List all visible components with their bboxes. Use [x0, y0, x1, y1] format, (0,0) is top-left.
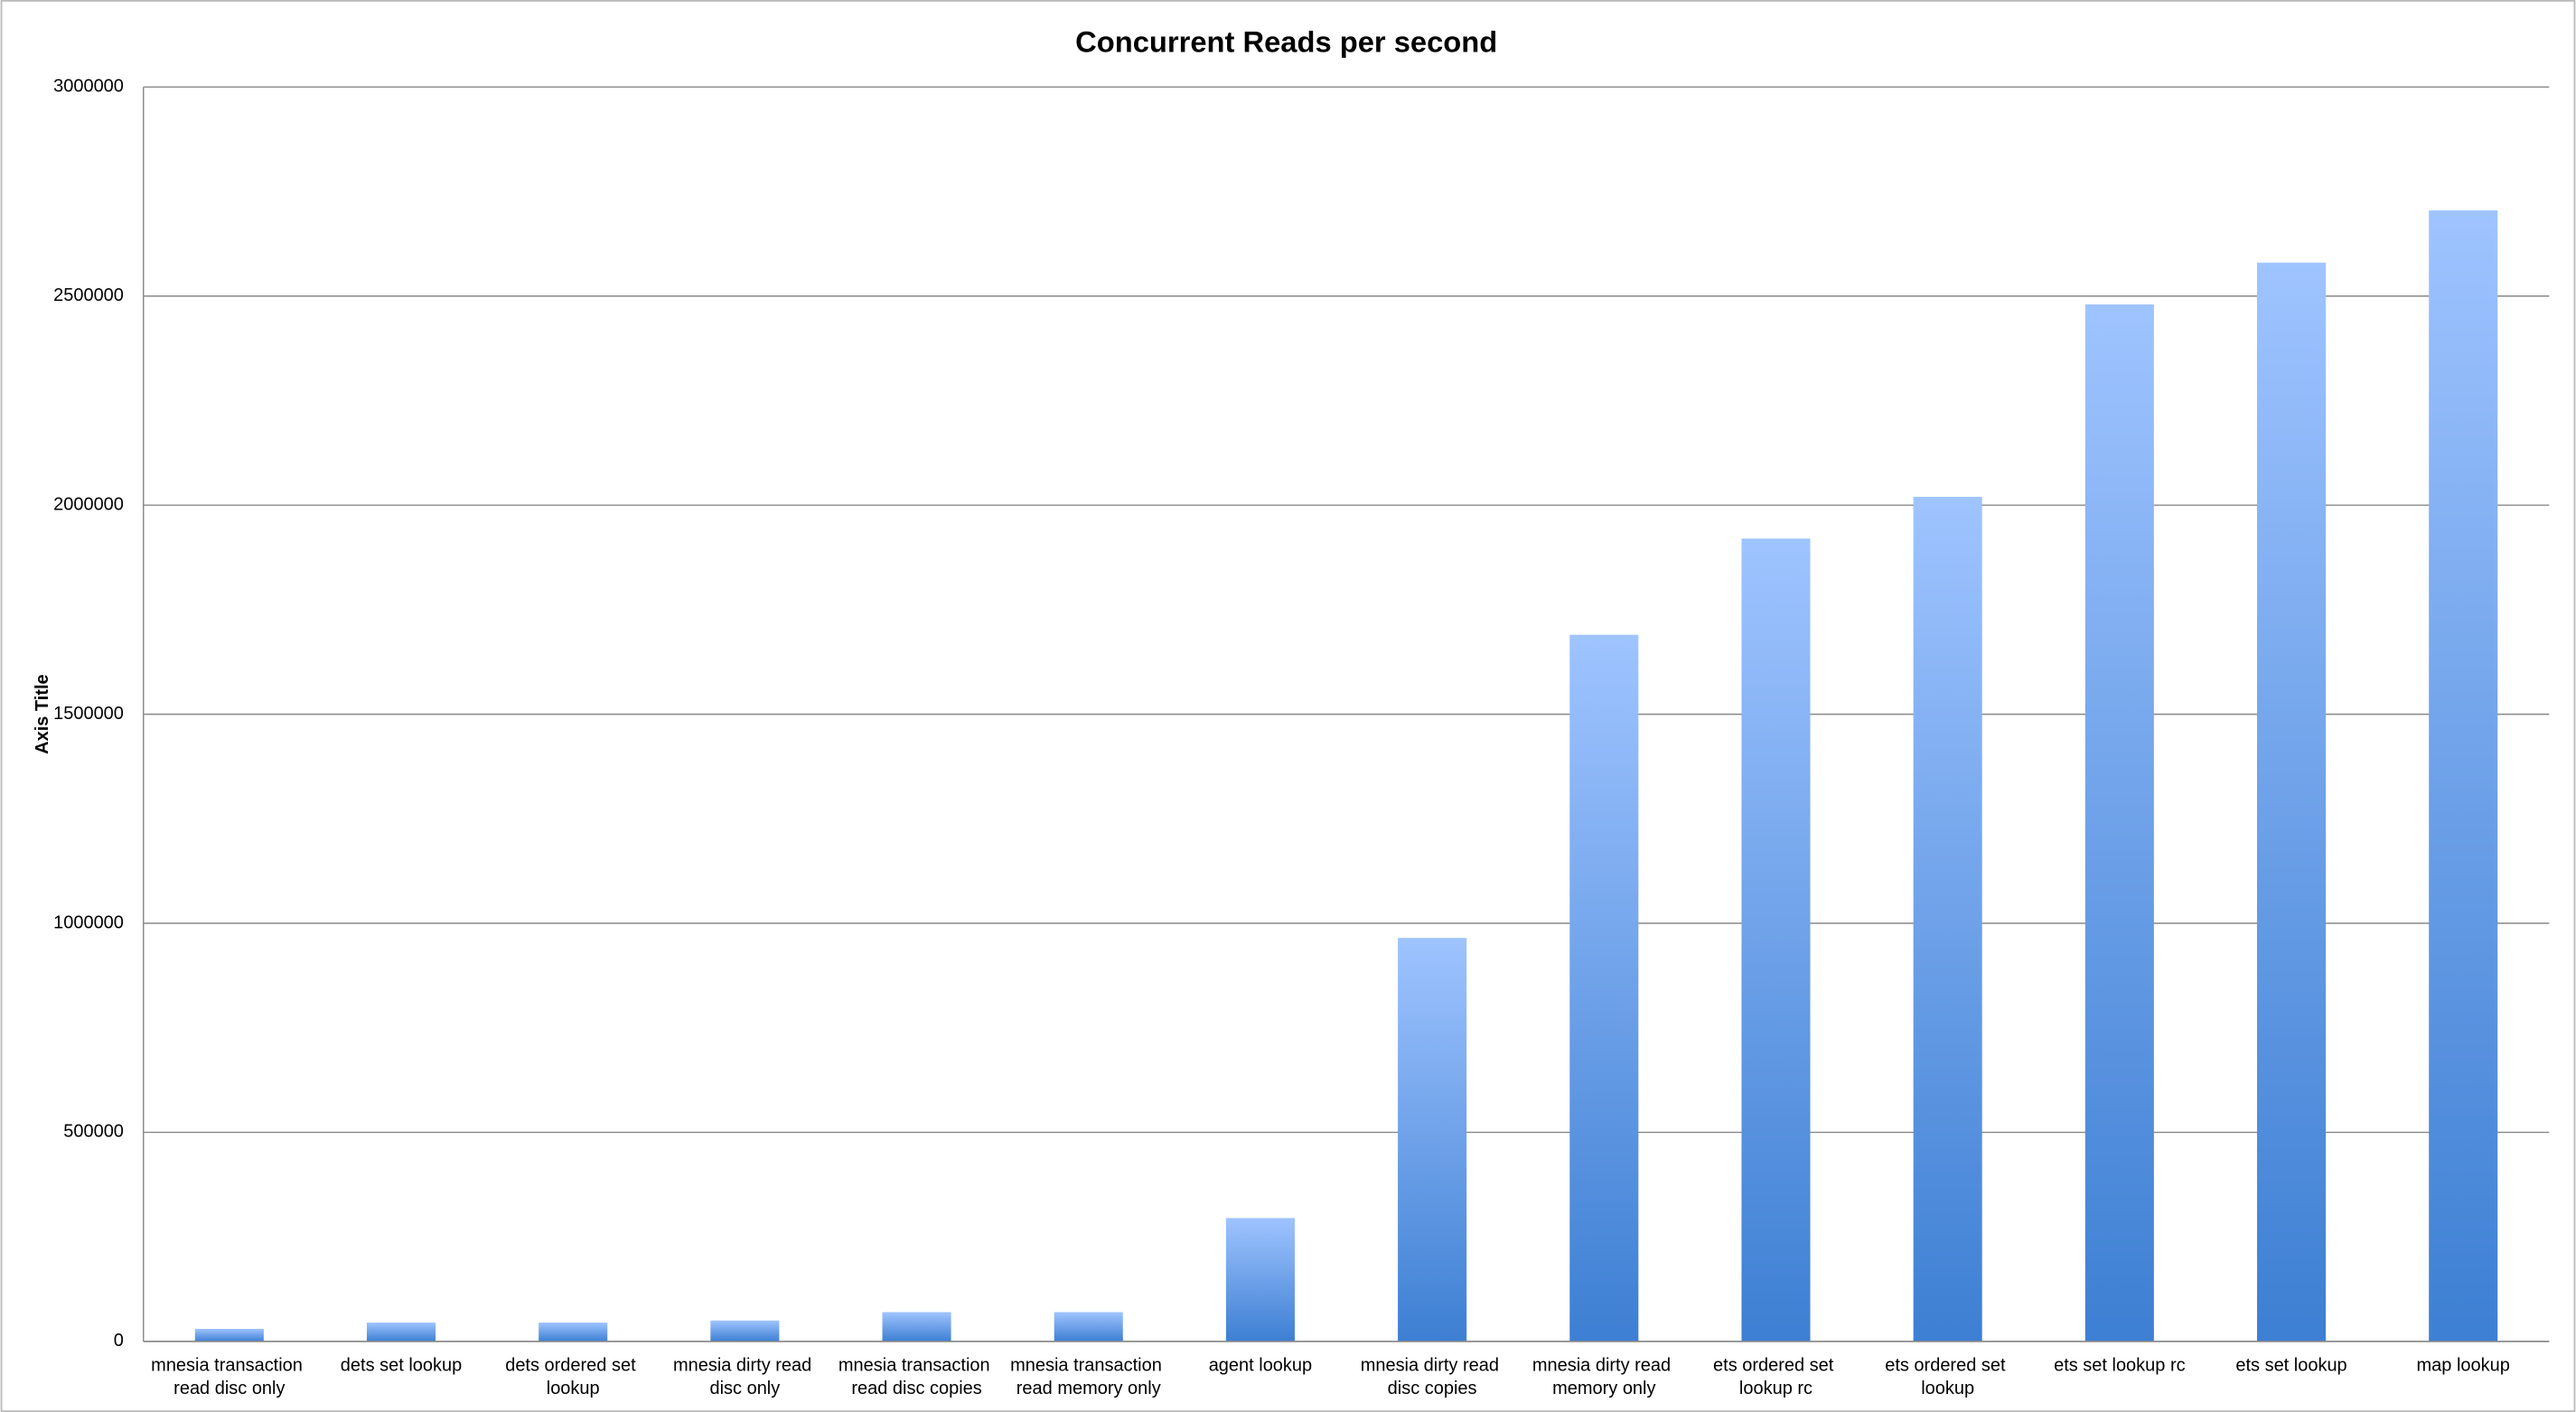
x-tick-label: ets ordered set lookup rc — [1713, 1356, 1839, 1398]
bar — [1913, 496, 1982, 1342]
y-axis-title: Axis Title — [33, 674, 52, 754]
x-tick-label: mnesia dirty read disc only — [673, 1356, 817, 1398]
bar — [366, 1323, 436, 1342]
bar — [882, 1312, 951, 1342]
x-tick-label: dets set lookup — [341, 1356, 462, 1376]
x-tick-label: map lookup — [2417, 1356, 2510, 1376]
bar — [710, 1320, 780, 1342]
x-tick-label: ets set lookup — [2235, 1356, 2347, 1376]
x-tick-label: dets ordered set lookup — [505, 1356, 641, 1398]
bar — [1398, 938, 1467, 1342]
bar — [1741, 538, 1811, 1342]
x-tick-label: ets ordered set lookup — [1885, 1356, 2010, 1398]
y-tick-label: 2000000 — [53, 494, 124, 514]
bar — [1054, 1312, 1123, 1342]
y-tick-label: 1500000 — [53, 704, 124, 724]
chart-title: Concurrent Reads per second — [1075, 25, 1497, 59]
bar — [2429, 210, 2498, 1342]
x-tick-label: mnesia transaction read disc copies — [838, 1356, 995, 1398]
x-tick-label: agent lookup — [1209, 1356, 1312, 1376]
x-tick-label: mnesia transaction read disc only — [151, 1356, 307, 1398]
bar — [1569, 634, 1639, 1342]
x-tick-label: ets set lookup rc — [2054, 1356, 2186, 1376]
bar — [539, 1323, 608, 1342]
bar — [194, 1328, 264, 1342]
y-tick-label: 500000 — [63, 1122, 124, 1142]
bar — [2256, 262, 2327, 1342]
y-tick-label: 0 — [114, 1331, 124, 1351]
y-tick-label: 2500000 — [53, 285, 124, 305]
x-tick-label: mnesia dirty read memory only — [1532, 1356, 1676, 1398]
bar — [2084, 304, 2154, 1342]
y-tick-label: 1000000 — [53, 912, 124, 932]
x-tick-label: mnesia dirty read disc copies — [1361, 1356, 1504, 1398]
x-tick-label: mnesia transaction read memory only — [1010, 1356, 1166, 1398]
bar — [1225, 1218, 1295, 1342]
y-tick-label: 3000000 — [53, 77, 124, 97]
